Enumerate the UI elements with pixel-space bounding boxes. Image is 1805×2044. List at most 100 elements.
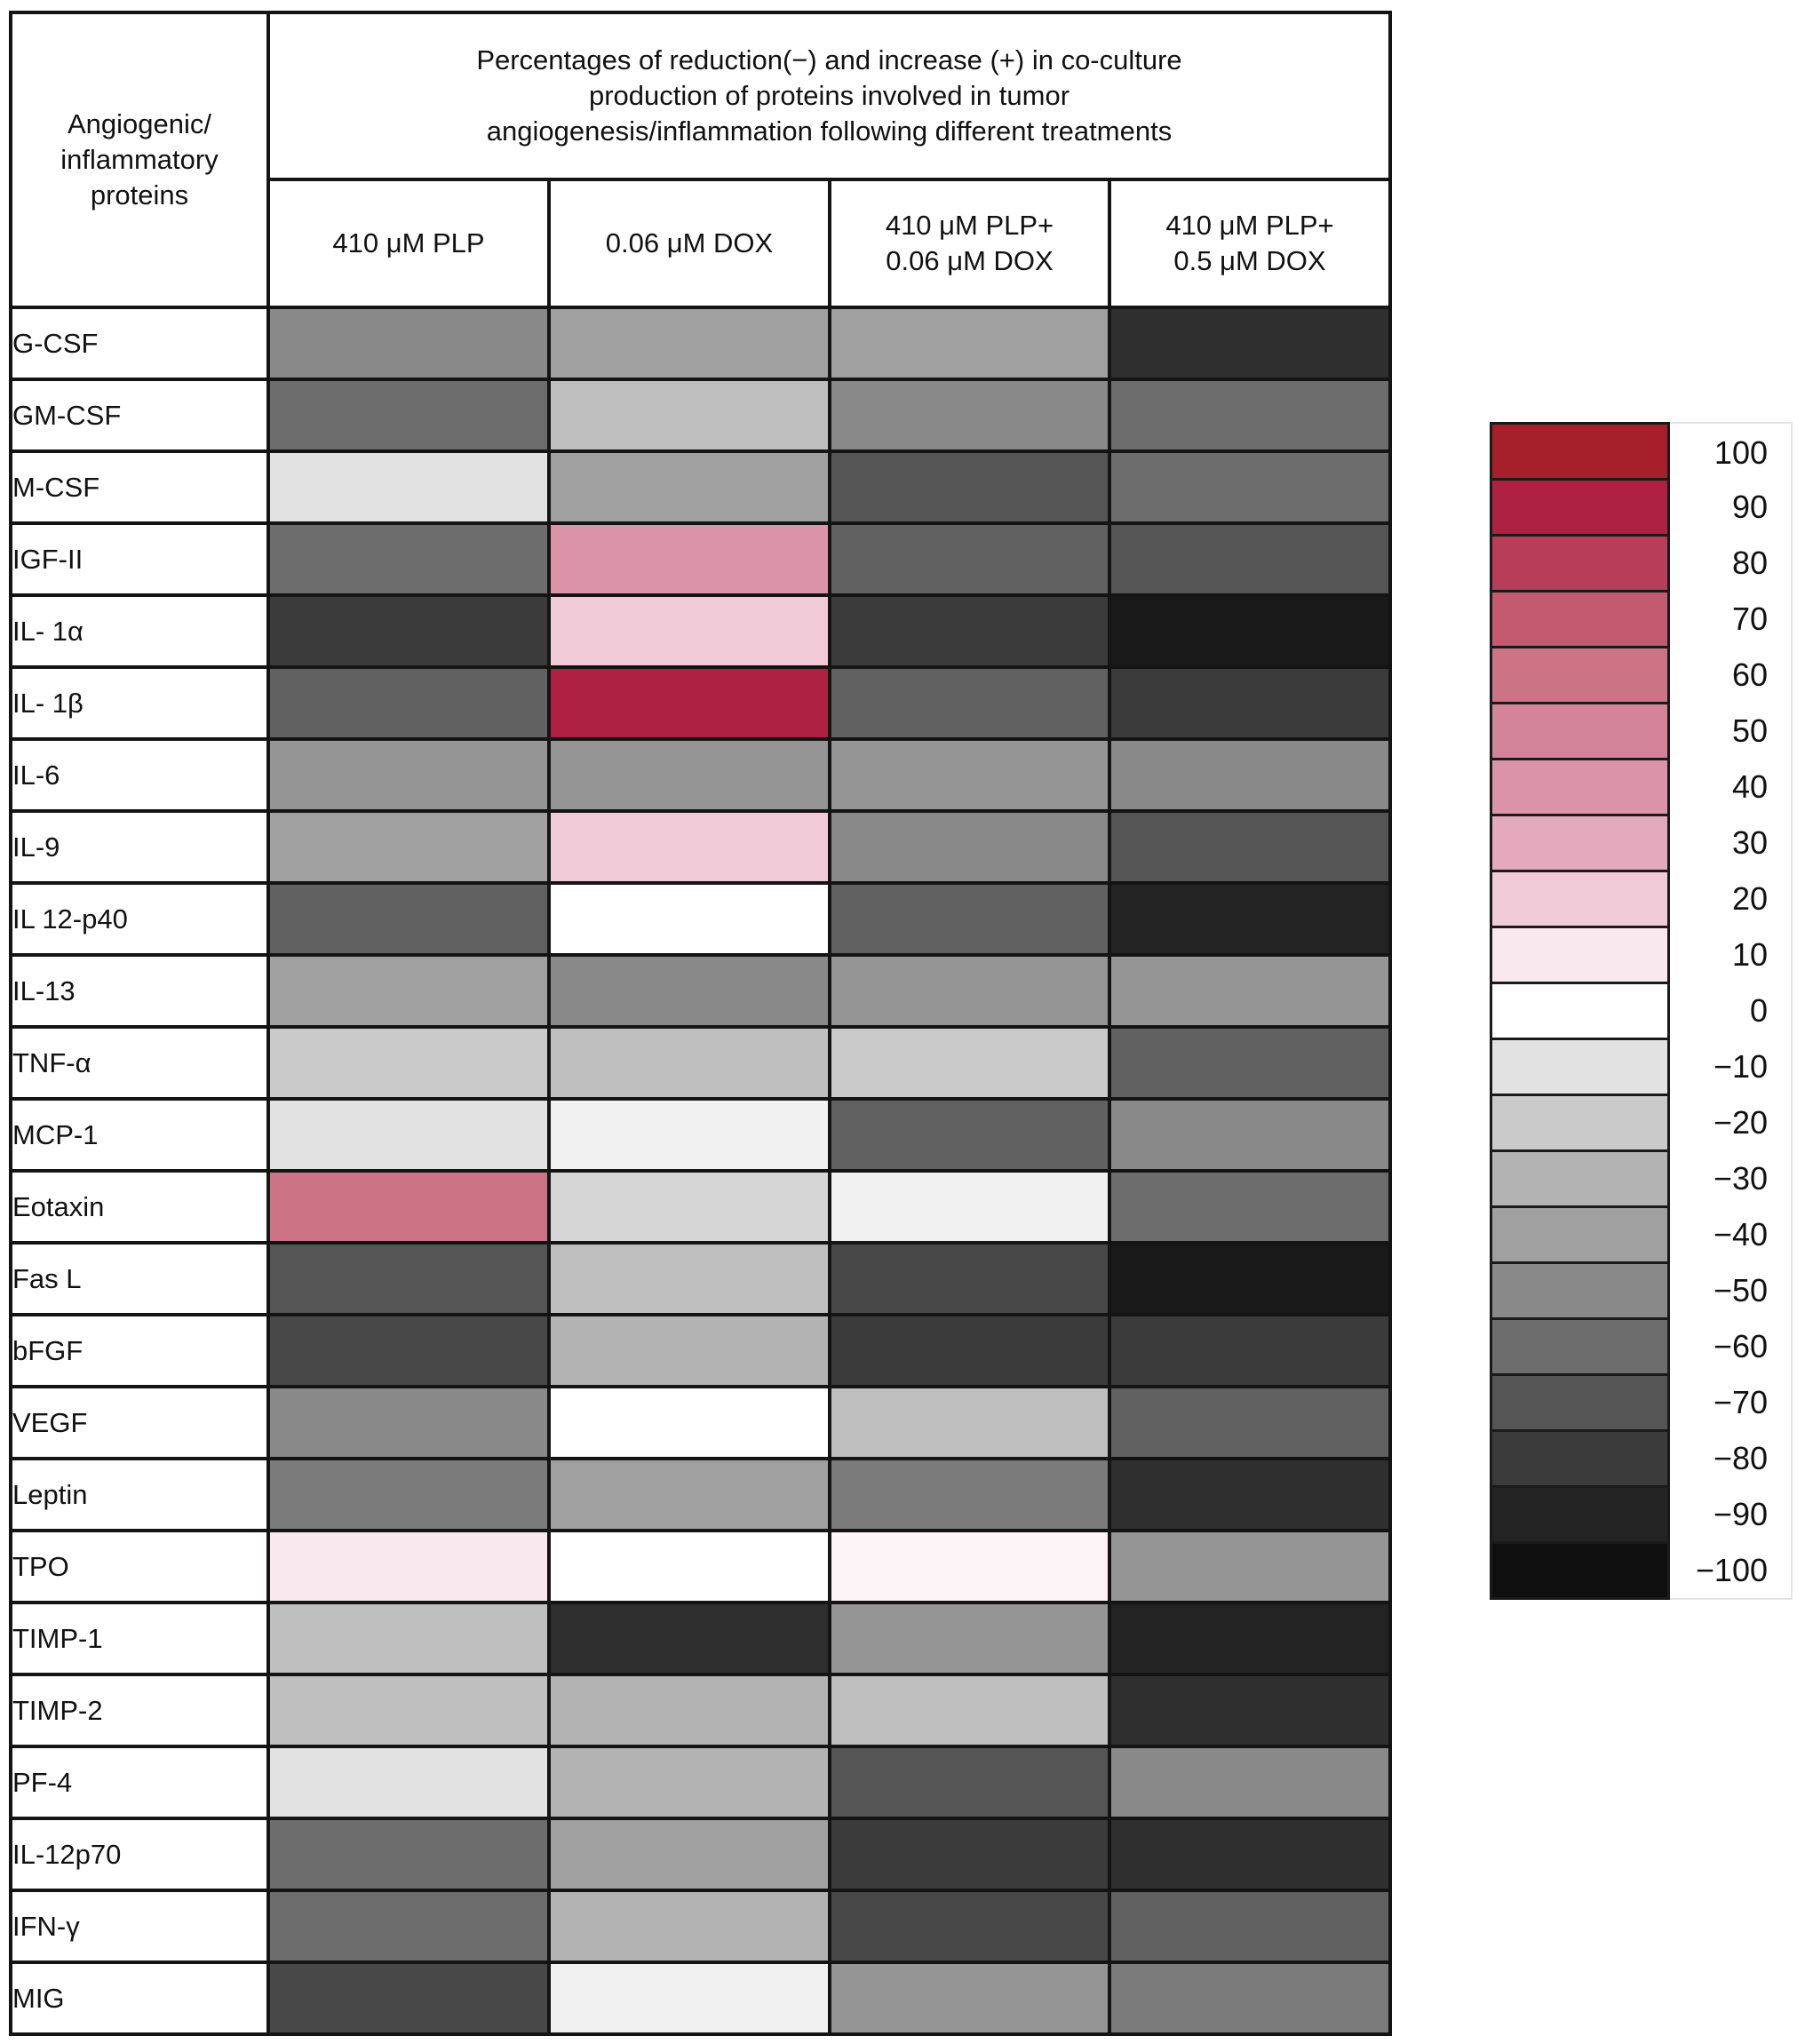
row-label: IL- 1α bbox=[9, 593, 270, 669]
legend-swatch bbox=[1490, 590, 1670, 648]
legend-row: 10 bbox=[1490, 926, 1793, 984]
table-row: MCP-1 bbox=[9, 1097, 1392, 1173]
heatmap-cell bbox=[1108, 1817, 1392, 1892]
heatmap-cell bbox=[828, 521, 1111, 597]
row-label: PF-4 bbox=[9, 1745, 270, 1820]
table-row: TIMP-1 bbox=[9, 1601, 1392, 1676]
legend-row: −80 bbox=[1490, 1429, 1793, 1488]
heatmap-cell bbox=[547, 1313, 831, 1388]
table-row: IL-9 bbox=[9, 809, 1392, 885]
legend-tick-label: −40 bbox=[1670, 1205, 1793, 1264]
proteins-column-header: Angiogenic/ inflammatory proteins bbox=[9, 11, 270, 309]
heatmap-cell bbox=[828, 881, 1111, 957]
heatmap-cell bbox=[828, 1097, 1111, 1173]
table-row: M-CSF bbox=[9, 449, 1392, 525]
legend-swatch bbox=[1490, 702, 1670, 760]
legend-swatch bbox=[1490, 478, 1670, 537]
legend-tick-label: −20 bbox=[1670, 1094, 1793, 1152]
heatmap-cell bbox=[1108, 1241, 1392, 1316]
table-row: IL- 1β bbox=[9, 665, 1392, 741]
heatmap-cell bbox=[828, 1025, 1111, 1101]
row-label: IL- 1β bbox=[9, 665, 270, 741]
legend-row: 100 bbox=[1490, 422, 1793, 481]
legend-swatch bbox=[1490, 1094, 1670, 1152]
heatmap-cell bbox=[547, 953, 831, 1029]
heatmap-cell bbox=[266, 737, 551, 813]
legend-row: −10 bbox=[1490, 1038, 1793, 1096]
legend-swatch bbox=[1490, 1261, 1670, 1320]
heatmap-cell bbox=[828, 593, 1111, 669]
table-row: IL-6 bbox=[9, 737, 1392, 813]
table-row: TIMP-2 bbox=[9, 1673, 1392, 1748]
row-label: IFN-γ bbox=[9, 1889, 270, 1964]
heatmap-cell bbox=[266, 1960, 551, 2036]
legend-tick-label: 20 bbox=[1670, 870, 1793, 928]
heatmap-cell bbox=[266, 306, 551, 381]
treatment-header-row: 410 μM PLP 0.06 μM DOX 410 μM PLP+ 0.06 μM… bbox=[11, 178, 1392, 309]
row-label: MCP-1 bbox=[9, 1097, 270, 1173]
heatmap-cell bbox=[266, 1097, 551, 1173]
heatmap-cell bbox=[547, 1241, 831, 1316]
heatmap-cell bbox=[1108, 1601, 1392, 1676]
heatmap-cell bbox=[547, 809, 831, 885]
legend-tick-label: 40 bbox=[1670, 758, 1793, 816]
heatmap-cell bbox=[547, 665, 831, 741]
heatmap-cell bbox=[266, 1601, 551, 1676]
table-row: G-CSF bbox=[9, 306, 1392, 381]
table-row: MIG bbox=[9, 1960, 1392, 2036]
heatmap-cell bbox=[1108, 1889, 1392, 1964]
table-title: Percentages of reduction(−) and increase… bbox=[266, 11, 1392, 181]
table-row: PF-4 bbox=[9, 1745, 1392, 1820]
heatmap-cell bbox=[828, 665, 1111, 741]
heatmap-cell bbox=[1108, 593, 1392, 669]
row-label: Fas L bbox=[9, 1241, 270, 1316]
heatmap-cell bbox=[828, 1457, 1111, 1532]
heatmap-cell bbox=[547, 1889, 831, 1964]
table-row: IL-12p70 bbox=[9, 1817, 1392, 1892]
row-label: Leptin bbox=[9, 1457, 270, 1532]
row-label: IL-9 bbox=[9, 809, 270, 885]
heatmap-cell bbox=[547, 1457, 831, 1532]
table-row: Eotaxin bbox=[9, 1169, 1392, 1245]
heatmap-cell bbox=[547, 1385, 831, 1460]
heatmap-cell bbox=[828, 1169, 1111, 1245]
heatmap-cell bbox=[828, 449, 1111, 525]
legend-row: −70 bbox=[1490, 1373, 1793, 1432]
row-label: bFGF bbox=[9, 1313, 270, 1388]
heatmap-cell bbox=[1108, 1529, 1392, 1604]
heatmap-cell bbox=[828, 1889, 1111, 1964]
legend-tick-label: −50 bbox=[1670, 1261, 1793, 1320]
heatmap-cell bbox=[1108, 809, 1392, 885]
legend-row: −20 bbox=[1490, 1094, 1793, 1152]
heatmap-cell bbox=[1108, 1673, 1392, 1748]
heatmap-cell bbox=[1108, 306, 1392, 381]
legend-tick-label: −90 bbox=[1670, 1485, 1793, 1544]
row-label: GM-CSF bbox=[9, 378, 270, 453]
heatmap-cell bbox=[1108, 737, 1392, 813]
row-label: MIG bbox=[9, 1960, 270, 2036]
heatmap-cell bbox=[828, 1313, 1111, 1388]
row-label: M-CSF bbox=[9, 449, 270, 525]
heatmap-cell bbox=[828, 1817, 1111, 1892]
heatmap-cell bbox=[828, 306, 1111, 381]
legend-row: 0 bbox=[1490, 982, 1793, 1040]
treatment-header-2: 0.06 μM DOX bbox=[547, 178, 831, 309]
legend-row: −60 bbox=[1490, 1317, 1793, 1376]
heatmap-cell bbox=[266, 665, 551, 741]
heatmap-cell bbox=[828, 809, 1111, 885]
treatment-header-3: 410 μM PLP+ 0.06 μM DOX bbox=[828, 178, 1111, 309]
legend-swatch bbox=[1490, 870, 1670, 928]
table-row: VEGF bbox=[9, 1385, 1392, 1460]
legend-tick-label: −60 bbox=[1670, 1317, 1793, 1376]
row-label: IL-13 bbox=[9, 953, 270, 1029]
heatmap-cell bbox=[1108, 449, 1392, 525]
heatmap-cell bbox=[547, 1601, 831, 1676]
heatmap-cell bbox=[828, 1241, 1111, 1316]
heatmap-cell bbox=[547, 378, 831, 453]
heatmap-cell bbox=[547, 737, 831, 813]
row-label: TPO bbox=[9, 1529, 270, 1604]
row-label: TIMP-1 bbox=[9, 1601, 270, 1676]
heatmap-cell bbox=[266, 1817, 551, 1892]
legend-row: 30 bbox=[1490, 814, 1793, 872]
treatment-header-4: 410 μM PLP+ 0.5 μM DOX bbox=[1108, 178, 1392, 309]
